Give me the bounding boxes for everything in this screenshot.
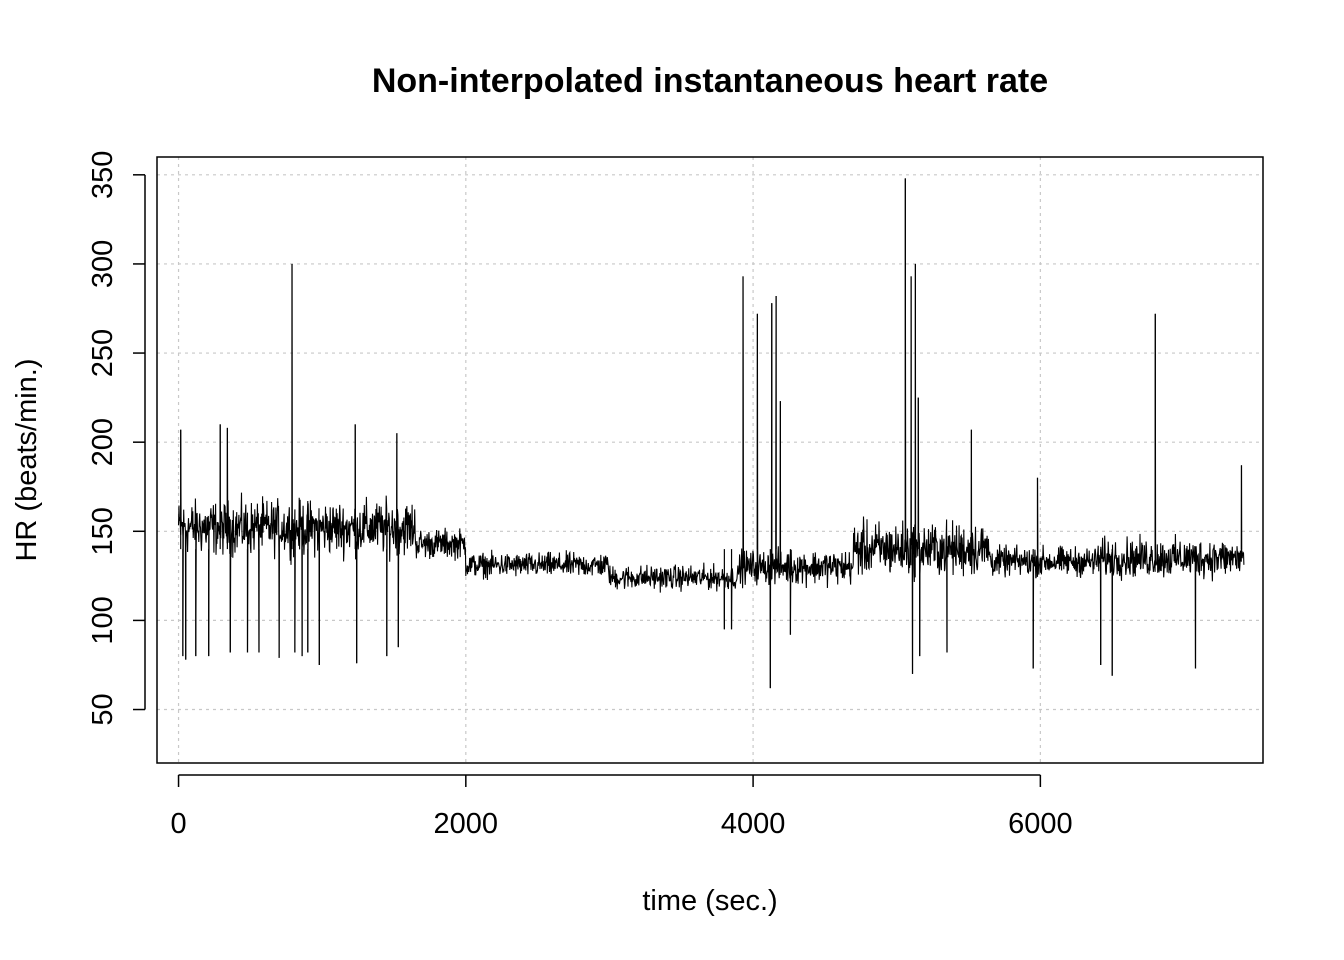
y-axis-label: HR (beats/min.) [11,358,43,561]
y-tick-label: 300 [87,240,119,288]
y-tick-label: 350 [87,151,119,199]
y-tick-label: 150 [87,507,119,555]
x-tick-label: 4000 [721,808,786,840]
y-tick-label: 250 [87,329,119,377]
y-tick-label: 200 [87,418,119,466]
y-axis: 50 100 150 200 250 300 350 [87,151,146,726]
y-tick-label: 50 [87,693,119,725]
x-tick-label: 0 [170,808,186,840]
grid-lines [157,157,1263,763]
series-line [177,178,1245,689]
hr-trace [177,178,1245,689]
x-tick-label: 6000 [1008,808,1073,840]
plot-frame [156,156,1264,764]
x-tick-label: 2000 [434,808,499,840]
chart-title: Non-interpolated instantaneous heart rat… [372,62,1048,100]
x-axis: 0 2000 4000 6000 [170,774,1073,840]
y-tick-label: 100 [87,596,119,644]
x-axis-label: time (sec.) [642,885,777,917]
